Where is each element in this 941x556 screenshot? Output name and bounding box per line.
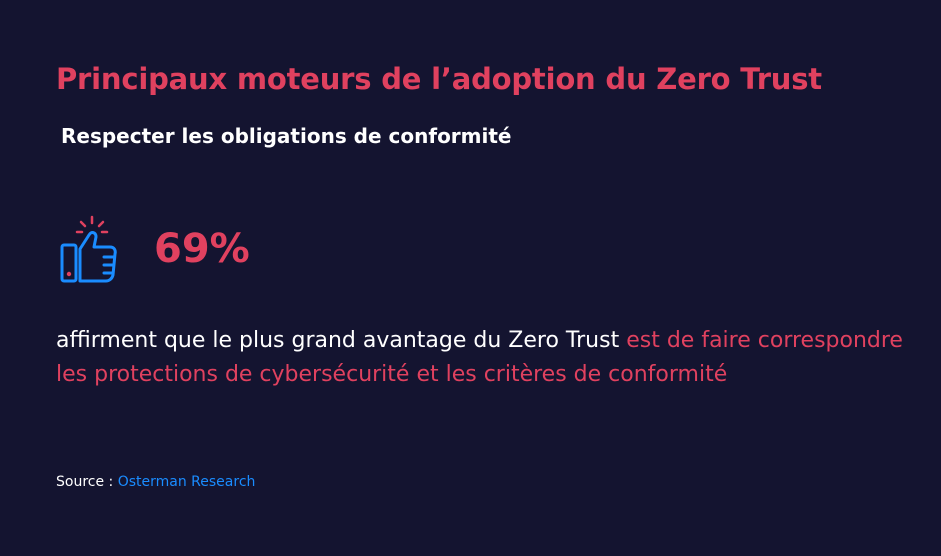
thumbs-up-icon: [56, 213, 122, 287]
source-link[interactable]: Osterman Research: [117, 474, 256, 490]
page-title: Principaux moteurs de l’adoption du Zero…: [56, 62, 822, 96]
stat-percentage: 69%: [154, 226, 250, 272]
subtitle: Respecter les obligations de conformité: [61, 124, 512, 148]
stat-description-highlight: est de faire correspondre les protection…: [56, 328, 903, 387]
stat-description: affirment que le plus grand avantage du …: [56, 324, 936, 392]
source-label: Source :: [56, 474, 118, 490]
source-line: Source : Osterman Research: [56, 474, 255, 490]
stat-description-plain: affirment que le plus grand avantage du …: [56, 328, 627, 353]
